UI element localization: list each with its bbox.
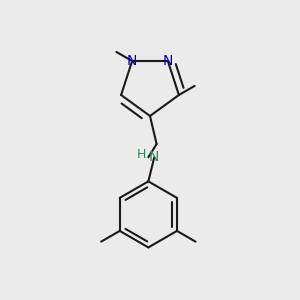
Text: N: N xyxy=(163,54,173,68)
Text: N: N xyxy=(149,150,160,164)
Text: H: H xyxy=(136,148,146,161)
Text: N: N xyxy=(127,54,137,68)
